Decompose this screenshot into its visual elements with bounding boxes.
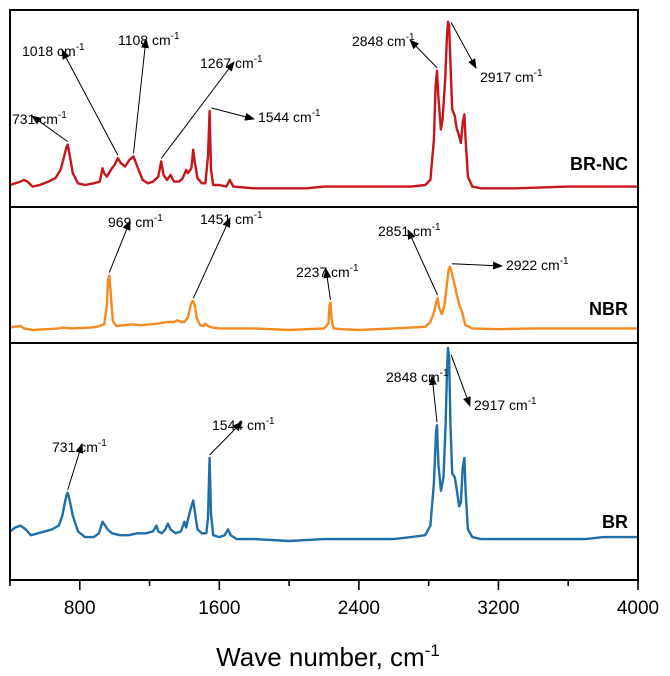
peak-annotation: 2848 cm-1 [352, 32, 438, 69]
spectrum-line-br-nc [9, 20, 638, 190]
peak-annotation: 1267 cm-1 [160, 54, 263, 159]
peak-label: 2848 cm-1 [352, 32, 415, 49]
peak-arrow [407, 229, 439, 296]
peak-arrow [409, 39, 438, 69]
peak-annotation: 2922 cm-1 [451, 256, 569, 273]
x-axis-title-superscript: -1 [425, 641, 440, 660]
x-tick-label: 1600 [198, 598, 240, 619]
peak-annotation: 969 cm-1 [108, 213, 163, 273]
peak-arrow [108, 220, 131, 273]
sample-label-br: BR [602, 512, 628, 532]
peak-label: 1544 cm-1 [258, 108, 321, 125]
peak-arrow [61, 49, 119, 156]
peak-annotation: 731 cm-1 [52, 438, 107, 490]
sample-label-nbr: NBR [589, 299, 628, 319]
peak-arrow [209, 421, 243, 456]
x-tick-label: 3200 [477, 598, 519, 619]
peak-label: 1018 cm-1 [22, 42, 85, 59]
peak-arrow [133, 38, 149, 154]
peak-annotation: 2917 cm-1 [450, 22, 543, 85]
x-tick-label: 4000 [617, 598, 659, 619]
peak-arrow [451, 261, 503, 270]
peak-label: 2917 cm-1 [480, 68, 543, 85]
peak-annotation: 2237 cm-1 [296, 263, 359, 300]
peak-arrow [192, 217, 231, 299]
peak-label: 1544 cm-1 [212, 416, 275, 433]
peak-arrow [450, 22, 477, 69]
peak-arrow [211, 107, 255, 121]
peak-annotation: 1108 cm-1 [118, 31, 180, 154]
peak-annotation: 1544 cm-1 [209, 416, 275, 456]
peak-label: 2237 cm-1 [296, 263, 359, 280]
peak-label: 2848 cm-1 [386, 368, 449, 385]
peak-arrow [67, 443, 84, 490]
peak-label: 2922 cm-1 [506, 256, 569, 273]
peak-annotation: 2917 cm-1 [450, 354, 537, 413]
peak-arrow [428, 375, 438, 423]
peak-arrow [450, 354, 471, 407]
peak-label: 1108 cm-1 [118, 31, 180, 48]
peak-label: 969 cm-1 [108, 213, 163, 230]
peak-annotation: 1544 cm-1 [211, 107, 321, 125]
peak-arrow [323, 268, 332, 300]
peak-arrow [160, 61, 235, 159]
peak-annotation: 2851 cm-1 [378, 222, 441, 296]
x-tick-label: 800 [64, 598, 96, 619]
plot-frame [9, 9, 639, 581]
peak-label: 2917 cm-1 [474, 396, 537, 413]
peak-annotation: 1018 cm-1 [22, 42, 119, 156]
peak-arrow [31, 115, 69, 143]
peak-annotation: 731 cm-1 [12, 110, 69, 143]
peak-label: 731 cm-1 [52, 438, 107, 455]
peak-label: 2851 cm-1 [378, 222, 441, 239]
peak-annotation: 2848 cm-1 [386, 368, 449, 423]
spectrum-line-br [9, 346, 638, 543]
x-axis-title: Wave number, cm-1 [216, 641, 440, 672]
peak-annotation: 1451 cm-1 [192, 210, 263, 299]
peak-label: 731 cm-1 [12, 110, 67, 127]
peak-label: 1451 cm-1 [200, 210, 263, 227]
sample-label-br-nc: BR-NC [570, 154, 628, 174]
spectrum-line-nbr [9, 265, 638, 332]
peak-label: 1267 cm-1 [200, 54, 263, 71]
x-tick-label: 2400 [338, 598, 380, 619]
